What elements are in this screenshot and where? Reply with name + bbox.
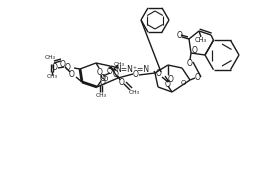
Text: O: O (65, 63, 71, 71)
Text: O: O (100, 78, 106, 87)
Text: CH₃: CH₃ (46, 73, 58, 78)
Text: O: O (156, 68, 162, 78)
Text: O: O (52, 63, 58, 71)
Text: O: O (192, 46, 198, 55)
Text: CH₃: CH₃ (44, 55, 55, 60)
Text: O: O (69, 70, 75, 78)
Text: O: O (107, 66, 113, 75)
Text: CH₃: CH₃ (195, 37, 207, 43)
Text: O: O (195, 73, 201, 82)
Text: O: O (100, 73, 106, 83)
Text: O: O (180, 80, 186, 86)
Text: O: O (133, 70, 139, 78)
Text: O: O (177, 31, 183, 40)
Text: O: O (187, 58, 193, 68)
Text: O: O (97, 68, 103, 77)
Text: O: O (60, 60, 66, 68)
Text: O: O (119, 78, 125, 87)
Text: O: O (168, 75, 174, 83)
Text: N=N⁺=N: N=N⁺=N (115, 65, 149, 73)
Text: O: O (165, 80, 171, 88)
Text: O: O (113, 70, 119, 78)
Text: CH₃: CH₃ (129, 90, 140, 95)
Text: CH₃: CH₃ (114, 61, 124, 66)
Text: CH₃: CH₃ (96, 92, 106, 97)
Text: O: O (103, 75, 108, 82)
